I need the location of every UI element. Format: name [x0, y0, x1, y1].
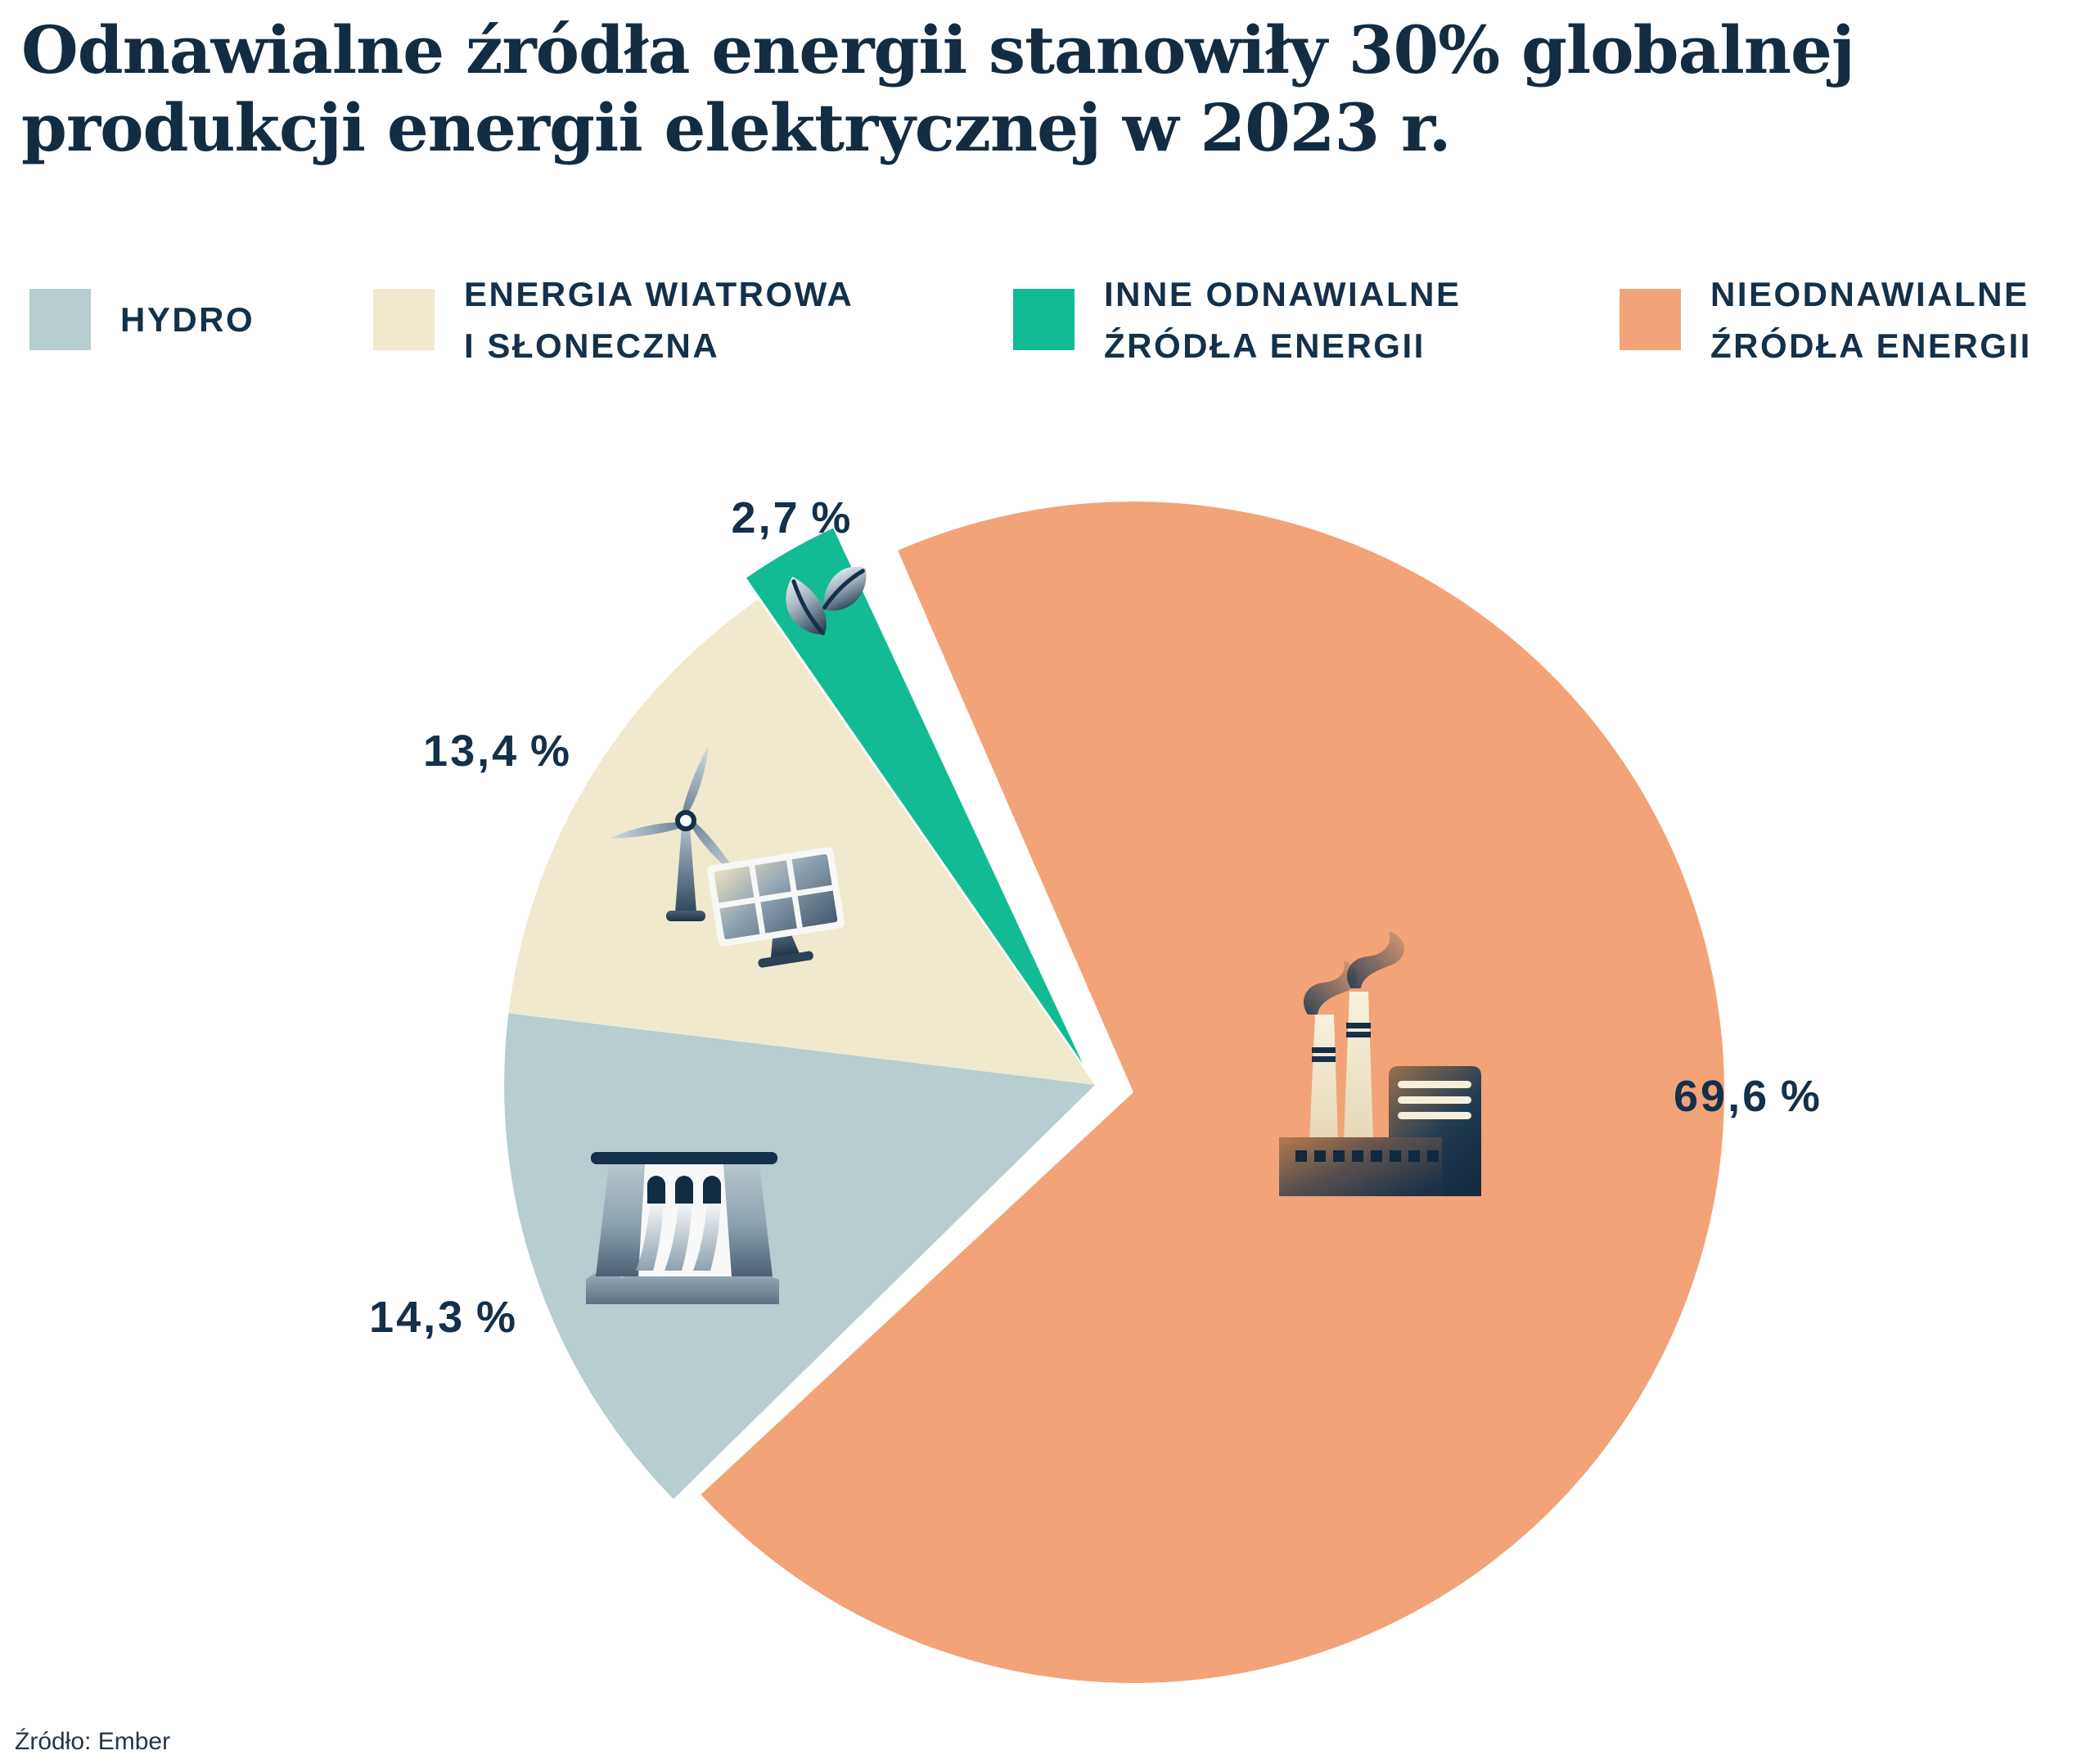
page-title: Odnawialne źródła energii stanowiły 30% … — [21, 11, 1855, 167]
pie-slice-nonrenewable — [701, 502, 1725, 1684]
page-title-line-2: produkcji energii elektrycznej w 2023 r. — [21, 89, 1452, 166]
pie-value-label-nonrenewable: 69,6 % — [1674, 1072, 1822, 1121]
legend-swatch-wind-solar — [373, 289, 435, 350]
factory-windows — [1295, 1150, 1439, 1162]
pie-value-label-wind_solar: 13,4 % — [423, 727, 572, 776]
pie-value-label-other_renewables: 2,7 % — [732, 493, 854, 542]
page-title-line-1: Odnawialne źródła energii stanowiły 30% … — [21, 11, 1855, 88]
smoke — [1304, 961, 1358, 1015]
source-footer: Źródło: Ember — [15, 1728, 170, 1756]
legend-label-nonrenewable: NIEODNAWIALNE ŹRÓDŁA ENERGII — [1710, 274, 2032, 365]
legend-label-other-renewables: INNE ODNAWIALNE ŹRÓDŁA ENERGII — [1104, 274, 1462, 365]
legend-item-wind-solar: ENERGIA WIATROWA I SŁONECZNA — [373, 275, 854, 365]
legend-swatch-nonrenewable — [1620, 289, 1681, 350]
legend-label-hydro: HYDRO — [120, 300, 255, 339]
legend-item-other-renewables: INNE ODNAWIALNE ŹRÓDŁA ENERGII — [1013, 275, 1462, 365]
pie-slice-other_renewables — [746, 528, 1083, 1064]
pie-value-labels: 14,3 % 13,4 % 2,7 % 69,6 % — [369, 493, 1822, 1342]
pie-slice-wind_solar — [508, 599, 1095, 1085]
source-note: Źródło: Ember — [15, 1728, 171, 1755]
legend-swatch-other-renewables — [1013, 289, 1075, 350]
factory-icon — [1279, 931, 1481, 1196]
solar-panel-icon — [707, 847, 845, 968]
pie-slices — [504, 502, 1725, 1684]
legend-item-hydro: HYDRO — [29, 289, 255, 350]
legend-item-nonrenewable: NIEODNAWIALNE ŹRÓDŁA ENERGII — [1620, 275, 2032, 365]
dam-icon — [586, 1152, 779, 1304]
legend-swatch-hydro — [29, 289, 91, 350]
pie-value-label-hydro: 14,3 % — [369, 1293, 518, 1342]
legend-label-wind-solar: ENERGIA WIATROWA I SŁONECZNA — [464, 274, 854, 365]
leaf-icon — [786, 566, 867, 636]
pie-slice-hydro — [504, 1013, 1095, 1500]
smoke — [1347, 931, 1404, 988]
